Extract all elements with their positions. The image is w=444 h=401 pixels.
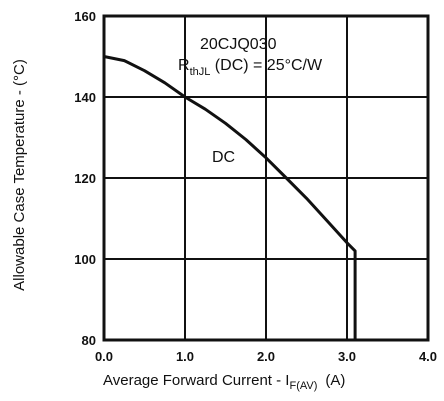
x-axis-label-sub: F(AV) [289, 380, 317, 392]
x-tick-label: 0.0 [95, 349, 113, 364]
y-tick-labels: 80 100 120 140 160 [74, 9, 96, 348]
y-axis-label: Allowable Case Temperature - (°C) [11, 59, 28, 291]
x-tick-label: 2.0 [257, 349, 275, 364]
part-number-annotation: 20CJQ030 [200, 36, 277, 53]
rth-suffix: (DC) = 25°C/W [210, 57, 323, 74]
y-tick-label: 120 [74, 171, 96, 186]
x-tick-labels: 0.0 1.0 2.0 3.0 4.0 [95, 349, 437, 364]
curve-label-dc: DC [212, 149, 235, 166]
rth-prefix: R [178, 57, 190, 74]
y-tick-label: 160 [74, 9, 96, 24]
y-tick-label: 80 [82, 333, 96, 348]
x-axis-label-main: Average Forward Current - I [103, 372, 289, 389]
series-line-dc [103, 55, 357, 340]
plot-frame [102, 14, 430, 342]
x-tick-label: 1.0 [176, 349, 194, 364]
y-tick-label: 140 [74, 90, 96, 105]
rth-subscript: thJL [190, 66, 211, 78]
x-tick-label: 3.0 [338, 349, 356, 364]
grid-lines [104, 16, 428, 340]
thermal-resistance-annotation: RthJL (DC) = 25°C/W [178, 57, 323, 78]
y-tick-label: 100 [74, 252, 96, 267]
x-axis-label: Average Forward Current - IF(AV) (A) [103, 372, 345, 392]
x-axis-label-unit: (A) [325, 372, 345, 389]
x-tick-label: 4.0 [419, 349, 437, 364]
